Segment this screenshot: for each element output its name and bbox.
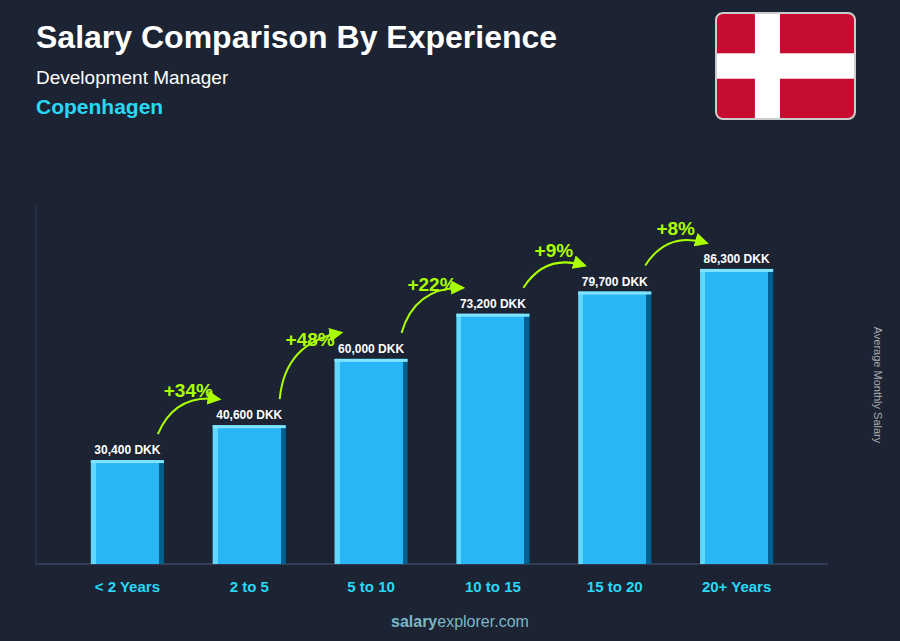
data-label: 79,700 DKK <box>582 275 648 289</box>
change-arrow <box>645 240 706 266</box>
bar <box>213 425 286 564</box>
change-arrow <box>158 398 219 434</box>
x-tick-label: 20+ Years <box>702 578 771 595</box>
x-tick-label: 2 to 5 <box>230 578 269 595</box>
change-label: +48% <box>286 329 335 350</box>
x-tick-label: 15 to 20 <box>587 578 643 595</box>
background <box>0 0 900 641</box>
change-arrow <box>523 262 584 287</box>
chart-container: 30,400 DKK 40,600 DKK 60,000 DKK 73,200 DKK… <box>0 0 900 641</box>
flag-border <box>716 13 855 119</box>
change-label: +9% <box>535 240 574 261</box>
bar <box>91 460 164 564</box>
change-label: +34% <box>164 380 213 401</box>
data-label: 73,200 DKK <box>460 297 526 311</box>
bar <box>456 314 529 564</box>
subtitle: Development Manager <box>36 67 229 88</box>
bar-cap <box>335 359 408 362</box>
watermark-regular: explorer.com <box>437 613 529 630</box>
bar <box>700 269 773 564</box>
flag-cross <box>755 13 780 119</box>
data-label: 60,000 DKK <box>338 342 404 356</box>
watermark: salaryexplorer.com <box>391 613 529 630</box>
bar <box>578 292 651 564</box>
flag-cross <box>716 53 855 78</box>
change-label: +22% <box>407 274 456 295</box>
flag <box>716 13 855 119</box>
flag-body <box>716 13 855 119</box>
y-axis-line <box>36 205 37 564</box>
watermark-bold: salary <box>391 613 437 630</box>
bar-cap <box>578 292 651 295</box>
bar-cap <box>456 314 529 317</box>
data-label: 86,300 DKK <box>704 252 770 266</box>
x-tick-label: < 2 Years <box>95 578 160 595</box>
chart: 30,400 DKK 40,600 DKK 60,000 DKK 73,200 DKK… <box>0 0 900 641</box>
bar-cap <box>700 269 773 272</box>
flag-field <box>716 13 855 119</box>
bar-cap <box>91 460 164 463</box>
bars <box>91 269 773 564</box>
change-label: +8% <box>656 218 695 239</box>
x-tick-label: 10 to 15 <box>465 578 521 595</box>
title: Salary Comparison By Experience <box>36 19 557 55</box>
x-tick-label: 5 to 10 <box>347 578 395 595</box>
data-label: 30,400 DKK <box>94 443 160 457</box>
bar-cap <box>213 425 286 428</box>
data-label: 40,600 DKK <box>216 408 282 422</box>
y-axis-label: Average Monthly Salary <box>872 327 884 444</box>
bar <box>335 359 408 564</box>
city: Copenhagen <box>36 95 163 118</box>
